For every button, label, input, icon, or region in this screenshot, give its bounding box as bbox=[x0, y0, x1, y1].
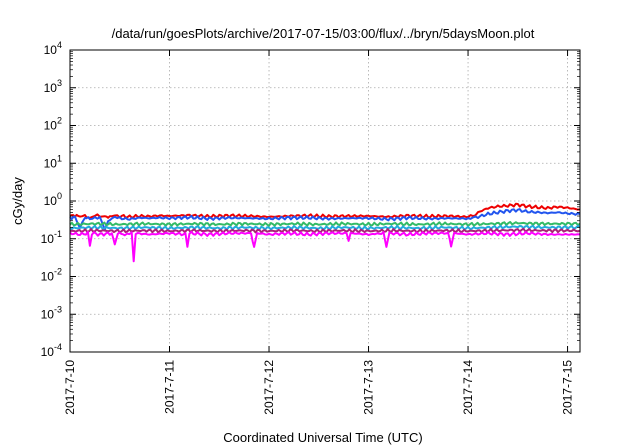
series-line-0 bbox=[69, 202, 581, 219]
y-axis-ticks: 10-4 10-3 10-2 10-1 100 101 102 103 104 bbox=[41, 40, 580, 359]
x-axis-label: Coordinated Universal Time (UTC) bbox=[223, 430, 422, 445]
x-tick-label: 2017-7-10 bbox=[63, 360, 77, 415]
series-line-4 bbox=[69, 227, 581, 234]
y-tick-label: 102 bbox=[44, 116, 62, 133]
x-tick-label: 2017-7-12 bbox=[262, 360, 276, 415]
x-tick-label: 2017-7-14 bbox=[461, 360, 475, 415]
x-tick-label: 2017-7-13 bbox=[362, 360, 376, 415]
x-tick-label: 2017-7-15 bbox=[561, 360, 575, 415]
y-axis-label: cGy/day bbox=[10, 177, 25, 225]
series-layer bbox=[69, 202, 581, 263]
y-tick-label: 104 bbox=[44, 40, 62, 57]
chart-title: /data/run/goesPlots/archive/2017-07-15/0… bbox=[112, 26, 535, 41]
grid bbox=[70, 50, 580, 352]
series-line-1 bbox=[69, 208, 581, 231]
y-tick-label: 103 bbox=[44, 78, 62, 95]
x-tick-label: 2017-7-11 bbox=[163, 360, 177, 414]
series-line-3 bbox=[69, 224, 581, 231]
x-axis-ticks: 2017-7-10 2017-7-11 2017-7-12 2017-7-13 2017… bbox=[63, 50, 575, 415]
y-tick-label: 10-3 bbox=[41, 304, 62, 321]
y-tick-label: 100 bbox=[44, 191, 62, 208]
y-tick-label: 10-2 bbox=[41, 267, 62, 284]
y-tick-label: 10-1 bbox=[41, 229, 62, 246]
y-tick-label: 101 bbox=[44, 153, 62, 170]
series-line-5 bbox=[69, 230, 581, 263]
y-tick-label: 10-4 bbox=[41, 342, 62, 359]
series-line-2 bbox=[69, 221, 581, 227]
